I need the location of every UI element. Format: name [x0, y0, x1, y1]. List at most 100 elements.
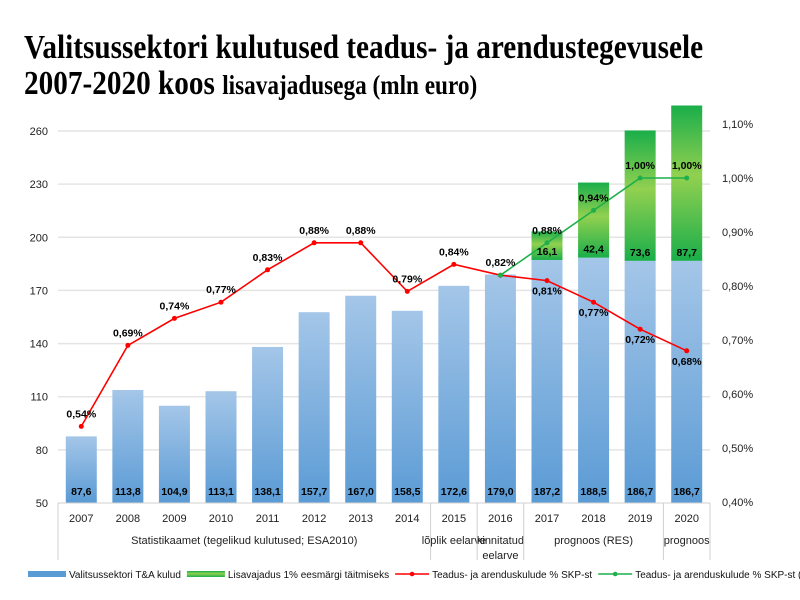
- pct-total-line-label: 0,88%: [532, 225, 562, 237]
- chart-title-line1: Valitsussektori kulutused teadus- ja are…: [24, 29, 704, 66]
- bar-base: [671, 260, 703, 503]
- bar-base: [391, 310, 423, 503]
- bar-base: [531, 259, 563, 503]
- pct-total-line-point: [544, 240, 550, 246]
- bar-base: [205, 391, 237, 503]
- y-right-tick-label: 0,70%: [722, 335, 753, 347]
- legend-swatch-marker: [612, 571, 618, 577]
- x-tick-label: 2018: [581, 513, 605, 525]
- pct-line-label: 0,81%: [532, 286, 562, 298]
- bar-base-label: 158,5: [394, 486, 420, 498]
- x-tick-label: 2008: [116, 513, 140, 525]
- bar-base: [438, 285, 470, 503]
- y-left-tick-label: 260: [30, 126, 48, 138]
- chart-title-line2: 2007-2020 koos lisavajadusega (mln euro): [24, 66, 703, 103]
- legend-label: Valitsussektori T&A kulud: [69, 570, 181, 581]
- pct-line-point: [684, 348, 690, 354]
- pct-line-label: 0,79%: [392, 273, 422, 285]
- pct-line-label: 0,83%: [253, 252, 283, 264]
- bar-extra-label: 42,4: [583, 244, 604, 256]
- pct-line-point: [544, 278, 550, 284]
- bar-extra: [624, 130, 656, 261]
- bar-base-label: 179,0: [487, 486, 513, 498]
- pct-total-line-label: 1,00%: [625, 160, 655, 172]
- bar-base: [65, 436, 97, 503]
- pct-total-line-point: [684, 175, 690, 181]
- legend-swatch: [186, 571, 225, 577]
- pct-line-label: 0,69%: [113, 327, 143, 339]
- y-right-tick-label: 1,00%: [722, 173, 753, 185]
- bar-base: [345, 295, 377, 503]
- bar-base: [578, 257, 610, 503]
- chart-title-line2-main: 2007-2020 koos: [24, 65, 215, 102]
- bar-base: [252, 346, 284, 503]
- y-right-tick-label: 0,80%: [722, 281, 753, 293]
- y-right-tick-label: 0,40%: [722, 497, 753, 509]
- bar-extra-label: 16,1: [537, 246, 558, 258]
- pct-total-line-point: [637, 175, 643, 181]
- y-left-tick-label: 110: [30, 392, 48, 404]
- x-tick-label: 2012: [302, 513, 326, 525]
- pct-line-label: 0,68%: [672, 356, 702, 368]
- y-right-tick-label: 1,10%: [722, 119, 753, 131]
- bar-extra: [578, 182, 610, 258]
- y-right-tick-label: 0,50%: [722, 443, 753, 455]
- bar-base-label: 188,5: [580, 486, 606, 498]
- pct-total-line-label: 0,94%: [579, 192, 609, 204]
- bar-base-label: 187,2: [534, 486, 560, 498]
- legend-label: Lisavajadus 1% eesmärgi täitmiseks: [228, 570, 389, 581]
- x-group-label: prognoos (RES): [554, 535, 633, 547]
- pct-total-line-point: [497, 272, 503, 278]
- pct-line-point: [311, 240, 317, 246]
- chart-title-line2-small: lisavajadusega (mln euro): [222, 70, 478, 100]
- pct-line-label: 0,88%: [299, 225, 329, 237]
- bar-base: [624, 260, 656, 503]
- x-tick-label: 2014: [395, 513, 419, 525]
- pct-line-point: [171, 315, 177, 321]
- legend-swatch: [28, 571, 66, 577]
- pct-line-label: 0,74%: [160, 300, 190, 312]
- x-tick-label: 2010: [209, 513, 233, 525]
- legend-swatch-marker: [409, 571, 415, 577]
- pct-line-label: 0,77%: [206, 284, 236, 296]
- y-left-tick-label: 170: [30, 285, 48, 297]
- pct-line-point: [637, 326, 643, 332]
- bar-base-label: 167,0: [348, 486, 374, 498]
- pct-line-point: [265, 267, 271, 273]
- pct-line-line: [80, 242, 688, 427]
- y-left-tick-label: 140: [30, 339, 48, 351]
- pct-line-point: [404, 288, 410, 294]
- pct-line-point: [358, 240, 364, 246]
- pct-line-point: [125, 342, 131, 348]
- bar-base: [158, 405, 190, 503]
- y-right-tick-label: 0,60%: [722, 389, 753, 401]
- bar-extra-label: 73,6: [630, 247, 651, 259]
- pct-total-line-point: [591, 207, 597, 213]
- bar-base: [298, 312, 330, 503]
- pct-line-point: [451, 261, 457, 267]
- y-left-tick-label: 230: [30, 179, 48, 191]
- x-tick-label: 2013: [348, 513, 372, 525]
- y-left-tick-label: 50: [36, 498, 48, 510]
- x-tick-label: 2009: [162, 513, 186, 525]
- x-group-label: Statistikaamet (tegelikud kulutused; ESA…: [131, 535, 357, 547]
- x-tick-label: 2016: [488, 513, 512, 525]
- bar-base-label: 104,9: [161, 486, 187, 498]
- pct-line-label: 0,88%: [346, 225, 376, 237]
- pct-line-label: 0,77%: [579, 307, 609, 319]
- chart-title: Valitsussektori kulutused teadus- ja are…: [24, 30, 703, 103]
- legend-label: Teadus- ja arenduskulude % SKP-st (lisat…: [635, 570, 800, 581]
- bar-extra: [671, 105, 703, 261]
- pct-line-point: [591, 299, 597, 305]
- pct-line-label: 0,84%: [439, 246, 469, 258]
- bar-base-label: 186,7: [627, 486, 653, 498]
- x-group-label: eelarve: [482, 550, 518, 562]
- x-tick-label: 2015: [442, 513, 466, 525]
- bar-base-label: 186,7: [674, 486, 700, 498]
- bar-base-label: 87,6: [71, 486, 92, 498]
- pct-line-point: [218, 299, 224, 305]
- bar-base: [484, 274, 516, 503]
- pct-line-label: 0,54%: [66, 408, 96, 420]
- x-tick-label: 2019: [628, 513, 652, 525]
